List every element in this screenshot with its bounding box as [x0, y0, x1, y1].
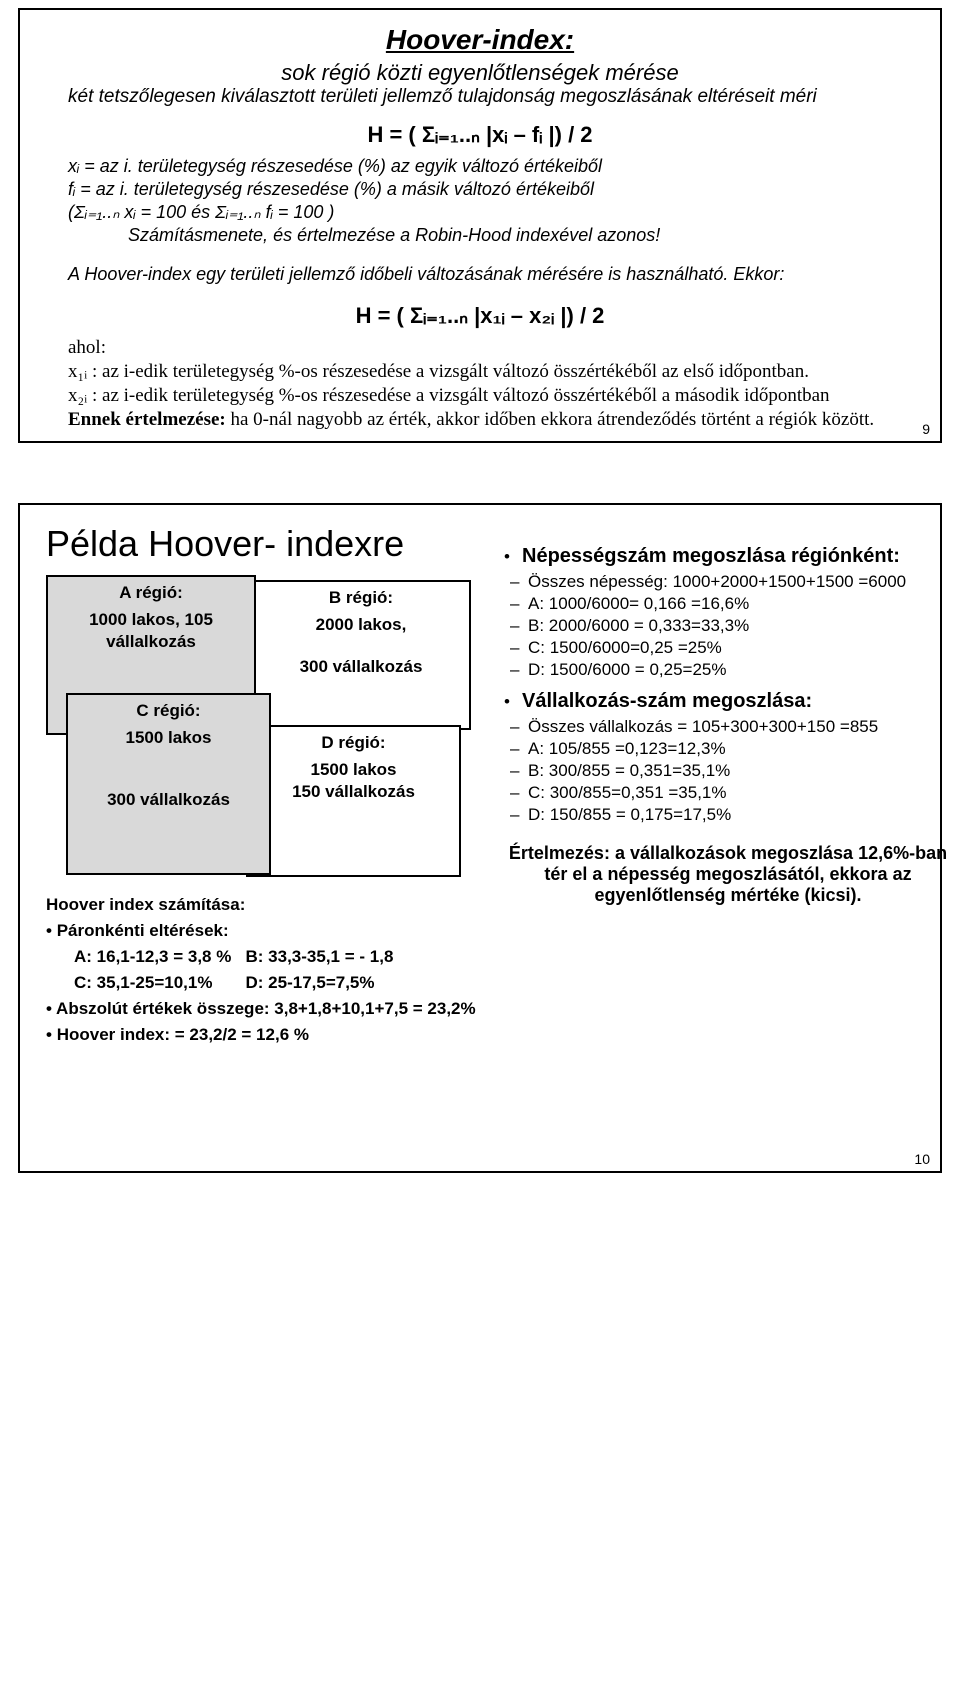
region-a-data: 1000 lakos, 105 vállalkozás [48, 609, 254, 653]
ahol-label: ahol: [68, 337, 922, 359]
pair-cd: C: 35,1-25=10,1% D: 25-17,5=7,5% [74, 973, 922, 993]
pop-total: Összes népesség: 1000+2000+1500+1500 =60… [528, 572, 948, 592]
region-b-data2: 300 vállalkozás [253, 656, 469, 678]
interpretation: Ennek értelmezése: ha 0-nál nagyobb az é… [68, 409, 922, 431]
pop-c: C: 1500/6000=0,25 =25% [528, 638, 948, 658]
ent-c: C: 300/855=0,351 =35,1% [528, 783, 948, 803]
pop-list: Összes népesség: 1000+2000+1500+1500 =60… [508, 572, 948, 680]
def-x: xᵢ = az i. területegység részesedése (%)… [68, 156, 922, 177]
calc-note: Számításmenete, és értelmezése a Robin-H… [128, 225, 922, 246]
slide-hoover-example: Példa Hoover- indexre B régió: 2000 lako… [18, 503, 942, 1173]
formula-time: H = ( Σᵢ₌₁..ₙ |x₁ᵢ – x₂ᵢ |) / 2 [38, 303, 922, 329]
ent-d: D: 150/855 = 0,175=17,5% [528, 805, 948, 825]
usage-note: A Hoover-index egy területi jellemző idő… [68, 264, 922, 285]
slide-hoover-index: Hoover-index: sok régió közti egyenlőtle… [18, 8, 942, 443]
region-d: D régió: 1500 lakos 150 vállalkozás [246, 725, 461, 877]
slide1-title: Hoover-index: [38, 24, 922, 56]
region-diagram: B régió: 2000 lakos, 300 vállalkozás A r… [46, 575, 476, 885]
definitions: xᵢ = az i. területegység részesedése (%)… [68, 156, 922, 246]
x1-def: x₁ᵢ : az i-edik területegység %-os része… [68, 361, 922, 383]
region-c-data1: 1500 lakos [68, 727, 269, 749]
region-c: C régió: 1500 lakos 300 vállalkozás [66, 693, 271, 875]
region-a-label: A régió: [48, 583, 254, 603]
region-d-data2: 150 vállalkozás [248, 781, 459, 803]
hoover-result: Hoover index: = 23,2/2 = 12,6 % [46, 1025, 922, 1045]
region-b-label: B régió: [253, 588, 469, 608]
def-f: fᵢ = az i. területegység részesedése (%)… [68, 179, 922, 200]
region-c-label: C régió: [68, 701, 269, 721]
region-c-data2: 300 vállalkozás [68, 789, 269, 811]
pop-d: D: 1500/6000 = 0,25=25% [528, 660, 948, 680]
region-b-data1: 2000 lakos, [253, 614, 469, 636]
slide-number: 10 [914, 1151, 930, 1167]
region-d-label: D régió: [248, 733, 459, 753]
ent-a: A: 105/855 =0,123=12,3% [528, 739, 948, 759]
abs-sum: Abszolút értékek összege: 3,8+1,8+10,1+7… [46, 999, 922, 1019]
ent-list: Összes vállalkozás = 105+300+300+150 =85… [508, 717, 948, 825]
slide-number: 9 [922, 421, 930, 437]
pair-heading: Páronkénti eltérések: [46, 921, 922, 941]
formula-main: H = ( Σᵢ₌₁..ₙ |xᵢ – fᵢ |) / 2 [38, 122, 922, 148]
slide1-subtext: két tetszőlegesen kiválasztott területi … [68, 86, 922, 108]
region-b: B régió: 2000 lakos, 300 vállalkozás [251, 580, 471, 730]
where-block: ahol: x₁ᵢ : az i-edik területegység %-os… [68, 337, 922, 431]
def-sum: (Σᵢ₌₁..ₙ xᵢ = 100 és Σᵢ₌₁..ₙ fᵢ = 100 ) [68, 202, 922, 223]
interp-text: ha 0-nál nagyobb az érték, akkor időben … [231, 409, 875, 430]
pop-heading: Népességszám megoszlása régiónként: [522, 545, 948, 568]
ent-b: B: 300/855 = 0,351=35,1% [528, 761, 948, 781]
region-d-data1: 1500 lakos [248, 759, 459, 781]
right-column: • Népességszám megoszlása régiónként: Ös… [508, 545, 948, 906]
pair-ab: A: 16,1-12,3 = 3,8 % B: 33,3-35,1 = - 1,… [74, 947, 922, 967]
ent-total: Összes vállalkozás = 105+300+300+150 =85… [528, 717, 948, 737]
slide1-subtitle: sok régió közti egyenlőtlenségek mérése [38, 60, 922, 86]
pop-b: B: 2000/6000 = 0,333=33,3% [528, 616, 948, 636]
ent-heading: Vállalkozás-szám megoszlása: [522, 690, 948, 713]
x2-def: x₂ᵢ : az i-edik területegység %-os része… [68, 385, 922, 407]
calculation-block: Hoover index számítása: Páronkénti eltér… [46, 895, 922, 1045]
interpretation-text: Értelmezés: a vállalkozások megoszlása 1… [508, 843, 948, 906]
pop-a: A: 1000/6000= 0,166 =16,6% [528, 594, 948, 614]
